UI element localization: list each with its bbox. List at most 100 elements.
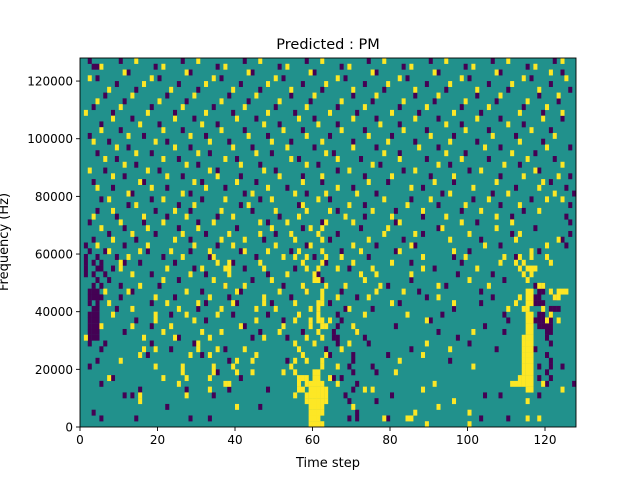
heatmap-cell-high (130, 230, 135, 237)
heatmap-cell-high (238, 323, 243, 330)
heatmap-cell-high (312, 392, 317, 399)
heatmap-cell-low (231, 109, 236, 116)
heatmap-cell-low (428, 317, 433, 324)
heatmap-cell-high (529, 375, 534, 382)
heatmap-cell-high (289, 363, 294, 370)
heatmap-cell-high (215, 259, 220, 266)
heatmap-cell-low (180, 127, 185, 134)
heatmap-cell-low (188, 144, 193, 151)
heatmap-cell-high (517, 138, 522, 145)
heatmap-cell-low (572, 380, 577, 387)
heatmap-cell-high (231, 242, 236, 249)
heatmap-cell-high (91, 213, 96, 220)
heatmap-cell-low (130, 392, 135, 399)
heatmap-cell-low (149, 271, 154, 278)
heatmap-cell-low (308, 98, 313, 105)
heatmap-cell-high (463, 127, 468, 134)
heatmap-cell-low (393, 248, 398, 255)
heatmap-cell-high (324, 352, 329, 358)
heatmap-cell-high (525, 317, 530, 324)
heatmap-cell-high (281, 323, 286, 330)
heatmap-cell-low (258, 161, 263, 168)
heatmap-cell-high (525, 352, 530, 358)
heatmap-cell-high (312, 409, 317, 416)
heatmap-cell-high (525, 323, 530, 330)
heatmap-cell-high (266, 184, 271, 191)
heatmap-cell-high (231, 300, 236, 307)
heatmap-cell-low (533, 300, 538, 307)
heatmap-cell-high (235, 403, 240, 410)
heatmap-cell-high (479, 167, 484, 174)
heatmap-cell-high (452, 398, 457, 405)
heatmap-cell-low (254, 254, 259, 260)
heatmap-cell-low (556, 98, 561, 105)
heatmap-cell-low (95, 334, 100, 341)
heatmap-cell-low (242, 190, 247, 197)
heatmap-cell-low (196, 305, 201, 312)
heatmap-cell-high (134, 58, 139, 64)
heatmap-cell-high (223, 156, 228, 162)
heatmap-cell-low (537, 323, 542, 330)
heatmap-cell-low (335, 340, 340, 347)
heatmap-cell-high (448, 190, 453, 197)
heatmap-cell-high (386, 225, 391, 232)
heatmap-cell-low (475, 92, 480, 99)
heatmap-cell-low (145, 352, 150, 358)
heatmap-cell-high (293, 369, 298, 376)
y-axis: 0 20000 40000 60000 80000 100000 120000 (27, 75, 80, 435)
heatmap-cell-high (262, 265, 267, 272)
heatmap-cell-low (91, 259, 96, 266)
heatmap-cell-high (359, 248, 364, 255)
heatmap-cell-high (111, 311, 116, 318)
heatmap-cell-low (339, 375, 344, 382)
heatmap-cell-high (351, 403, 356, 410)
heatmap-cell-high (312, 403, 317, 410)
heatmap-cell-low (122, 328, 127, 335)
heatmap-cell-low (91, 282, 96, 289)
heatmap-cell-low (138, 259, 143, 266)
heatmap-cell-high (142, 334, 147, 341)
heatmap-cell-high (142, 81, 147, 87)
heatmap-cell-low (250, 144, 255, 151)
heatmap-cell-low (211, 104, 216, 111)
heatmap-cell-low (537, 300, 542, 307)
heatmap-cell-high (517, 254, 522, 260)
heatmap-cell-low (548, 81, 553, 87)
heatmap-cell-high (370, 69, 375, 76)
heatmap-cell-high (204, 109, 209, 116)
heatmap-cell-low (564, 242, 569, 249)
heatmap-cell-low (331, 334, 336, 341)
heatmap-cell-high (196, 300, 201, 307)
heatmap-cell-high (293, 254, 298, 260)
heatmap-cell-high (339, 127, 344, 134)
heatmap-cell-high (196, 150, 201, 157)
heatmap-cell-high (320, 380, 325, 387)
heatmap-cell-high (312, 369, 317, 376)
heatmap-cell-low (335, 323, 340, 330)
heatmap-cell-high (498, 259, 503, 266)
heatmap-cell-high (390, 173, 395, 180)
heatmap-cell-low (289, 294, 294, 301)
heatmap-cell-low (285, 184, 290, 191)
heatmap-cell-high (308, 225, 313, 232)
heatmap-cell-high (548, 259, 553, 266)
heatmap-cell-low (235, 225, 240, 232)
heatmap-cell-high (149, 184, 154, 191)
heatmap-cell-high (169, 248, 174, 255)
heatmap-cell-low (122, 173, 127, 180)
heatmap-cell-high (339, 98, 344, 105)
heatmap-cell-high (525, 311, 530, 318)
heatmap-cell-low (103, 167, 108, 174)
heatmap-cell-low (114, 156, 119, 162)
heatmap-cell-low (130, 190, 135, 197)
heatmap-cell-low (250, 207, 255, 214)
heatmap-cell-high (343, 282, 348, 289)
heatmap-cell-high (444, 121, 449, 128)
heatmap-cell-low (87, 340, 92, 347)
heatmap-cell-low (386, 352, 391, 358)
heatmap-cell-low (514, 254, 519, 260)
heatmap-cell-high (548, 311, 553, 318)
heatmap-cell-low (374, 69, 379, 76)
heatmap-cell-low (393, 219, 398, 226)
